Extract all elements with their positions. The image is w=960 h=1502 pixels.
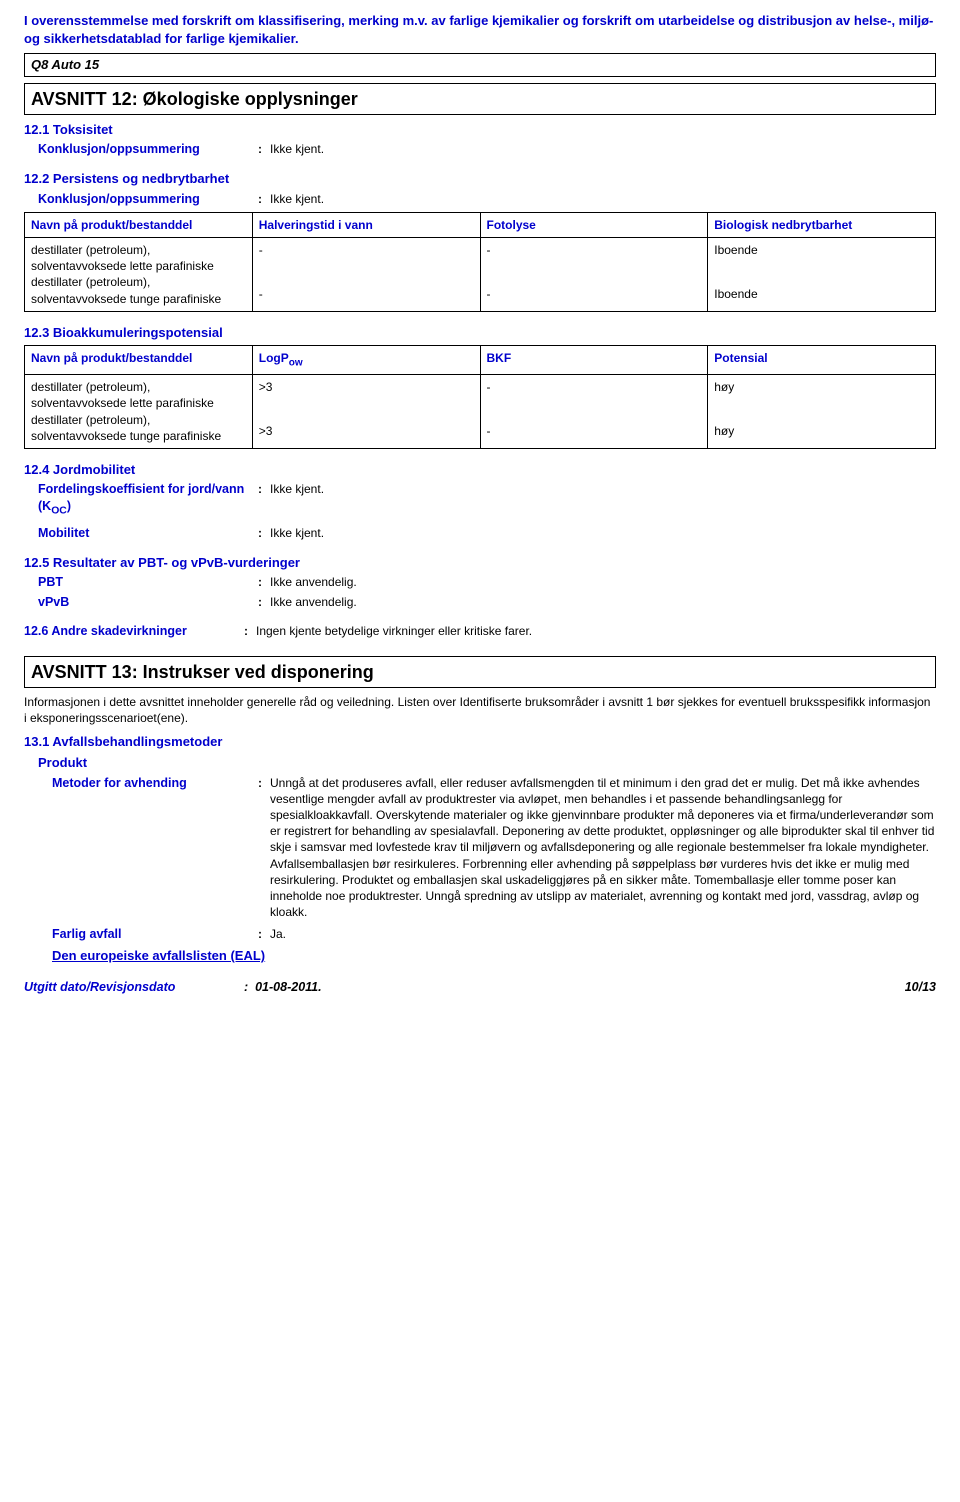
row-hazwaste: Farlig avfall : Ja.: [24, 926, 936, 943]
label-conclusion-1: Konklusjon/oppsummering: [38, 141, 258, 158]
section-13-intro: Informasjonen i dette avsnittet innehold…: [24, 694, 936, 726]
row-vpvb: vPvB : Ikke anvendelig.: [24, 594, 936, 611]
cell: høy: [714, 379, 929, 395]
heading-12-1: 12.1 Toksisitet: [24, 121, 936, 139]
heading-12-3: 12.3 Bioakkumuleringspotensial: [24, 324, 936, 342]
value-pbt: Ikke anvendelig.: [270, 574, 936, 591]
cell: høy: [714, 423, 929, 439]
product-name-box: Q8 Auto 15: [24, 53, 936, 77]
section-12-title-box: AVSNITT 12: Økologiske opplysninger: [24, 83, 936, 115]
cell: Iboende: [714, 242, 929, 258]
row-12-6: 12.6 Andre skadevirkninger : Ingen kjent…: [24, 623, 936, 640]
cell: destillater (petroleum), solventavvoksed…: [31, 412, 246, 444]
colon: :: [258, 574, 270, 591]
heading-12-4: 12.4 Jordmobilitet: [24, 461, 936, 479]
row-12-2-conclusion: Konklusjon/oppsummering : Ikke kjent.: [24, 191, 936, 208]
colon: :: [244, 979, 255, 996]
row-methods: Metoder for avhending : Unngå at det pro…: [24, 775, 936, 921]
table-header-row: Navn på produkt/bestanddel LogPow BKF Po…: [25, 346, 936, 375]
cell: -: [487, 286, 702, 302]
colon: :: [244, 623, 256, 640]
table-header-row: Navn på produkt/bestanddel Halveringstid…: [25, 212, 936, 237]
colon: :: [258, 191, 270, 208]
th-name: Navn på produkt/bestanddel: [25, 212, 253, 237]
cell: destillater (petroleum), solventavvoksed…: [31, 379, 246, 411]
cell: >3: [259, 423, 474, 439]
table-12-3: Navn på produkt/bestanddel LogPow BKF Po…: [24, 345, 936, 449]
label-product: Produkt: [24, 754, 936, 772]
row-koc: Fordelingskoeffisient for jord/vann (KOC…: [24, 481, 936, 518]
label-pbt: PBT: [38, 574, 258, 591]
heading-12-5: 12.5 Resultater av PBT- og vPvB-vurderin…: [24, 554, 936, 572]
section-12-title: AVSNITT 12: Økologiske opplysninger: [31, 89, 358, 109]
label-12-6: 12.6 Andre skadevirkninger: [24, 623, 244, 640]
value-koc: Ikke kjent.: [270, 481, 936, 518]
cell: destillater (petroleum), solventavvoksed…: [31, 242, 246, 274]
table-row: destillater (petroleum), solventavvoksed…: [25, 237, 936, 311]
row-12-1-conclusion: Konklusjon/oppsummering : Ikke kjent.: [24, 141, 936, 158]
colon: :: [258, 525, 270, 542]
colon: :: [258, 926, 270, 943]
table-row: destillater (petroleum), solventavvoksed…: [25, 375, 936, 449]
cell: destillater (petroleum), solventavvoksed…: [31, 274, 246, 306]
label-hazwaste: Farlig avfall: [52, 926, 258, 943]
row-pbt: PBT : Ikke anvendelig.: [24, 574, 936, 591]
compliance-note: I overensstemmelse med forskrift om klas…: [24, 12, 936, 47]
footer-date: 01-08-2011.: [255, 979, 322, 996]
row-mobility: Mobilitet : Ikke kjent.: [24, 525, 936, 542]
label-koc: Fordelingskoeffisient for jord/vann (KOC…: [38, 481, 258, 518]
th-potential: Potensial: [708, 346, 936, 375]
section-13-title-box: AVSNITT 13: Instrukser ved disponering: [24, 656, 936, 688]
colon: :: [258, 594, 270, 611]
product-name: Q8 Auto 15: [31, 57, 99, 72]
th-logpow: LogPow: [252, 346, 480, 375]
colon: :: [258, 141, 270, 158]
colon: :: [258, 775, 270, 921]
cell: -: [487, 379, 702, 395]
label-mobility: Mobilitet: [38, 525, 258, 542]
colon: :: [258, 481, 270, 518]
label-conclusion-2: Konklusjon/oppsummering: [38, 191, 258, 208]
footer-page: 10/13: [905, 979, 936, 996]
value-conclusion-1: Ikke kjent.: [270, 141, 936, 158]
cell: -: [487, 423, 702, 439]
th-bkf: BKF: [480, 346, 708, 375]
cell: >3: [259, 379, 474, 395]
value-12-6: Ingen kjente betydelige virkninger eller…: [256, 623, 936, 640]
section-13-title: AVSNITT 13: Instrukser ved disponering: [31, 662, 374, 682]
value-hazwaste: Ja.: [270, 926, 936, 943]
value-methods: Unngå at det produseres avfall, eller re…: [270, 775, 936, 921]
th-photolysis: Fotolyse: [480, 212, 708, 237]
footer-date-label: Utgitt dato/Revisjonsdato: [24, 979, 244, 996]
cell: -: [487, 242, 702, 258]
cell: Iboende: [714, 286, 929, 302]
heading-12-2: 12.2 Persistens og nedbrytbarhet: [24, 170, 936, 188]
page-footer: Utgitt dato/Revisjonsdato : 01-08-2011. …: [24, 979, 936, 996]
heading-13-1: 13.1 Avfallsbehandlingsmetoder: [24, 733, 936, 751]
label-eal: Den europeiske avfallslisten (EAL): [24, 947, 936, 965]
value-mobility: Ikke kjent.: [270, 525, 936, 542]
label-vpvb: vPvB: [38, 594, 258, 611]
value-conclusion-2: Ikke kjent.: [270, 191, 936, 208]
th-halflife: Halveringstid i vann: [252, 212, 480, 237]
th-name: Navn på produkt/bestanddel: [25, 346, 253, 375]
label-methods: Metoder for avhending: [52, 775, 258, 921]
th-biodeg: Biologisk nedbrytbarhet: [708, 212, 936, 237]
cell: -: [259, 242, 474, 258]
table-12-2: Navn på produkt/bestanddel Halveringstid…: [24, 212, 936, 312]
cell: -: [259, 286, 474, 302]
value-vpvb: Ikke anvendelig.: [270, 594, 936, 611]
